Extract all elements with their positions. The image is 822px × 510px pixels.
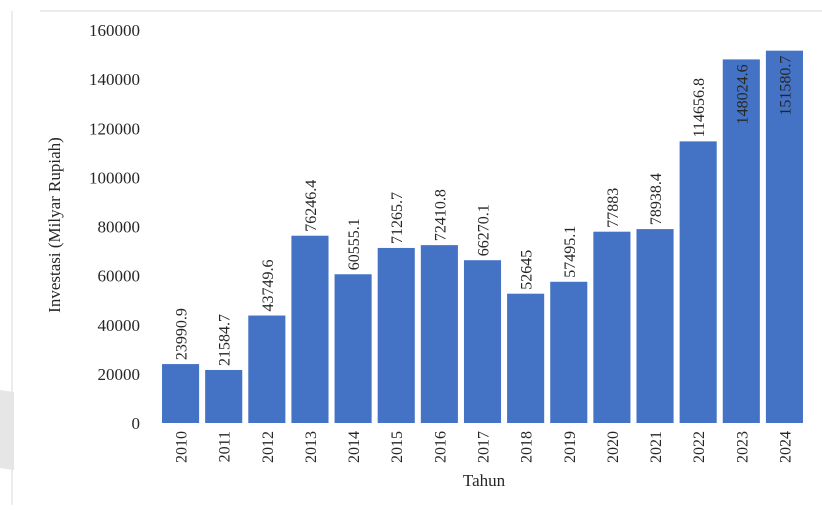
y-axis-title: Investasi (Milyar Rupiah) <box>45 137 64 313</box>
data-label-2020: 77883 <box>605 188 622 228</box>
x-tick-label-2024: 2024 <box>777 431 794 463</box>
data-label-2017: 66270.1 <box>476 204 493 256</box>
x-tick-label-2020: 2020 <box>605 431 622 463</box>
x-tick-label-2022: 2022 <box>691 431 708 463</box>
bar-2018 <box>507 293 545 423</box>
x-tick-label-2023: 2023 <box>734 431 751 463</box>
data-labels-group: 23990.9 21584.7 43749.6 76246.4 60555.1 71265… <box>174 56 795 366</box>
y-tick-label: 0 <box>132 414 141 433</box>
data-label-2016: 72410.8 <box>432 189 449 241</box>
x-tick-label-2014: 2014 <box>346 431 363 463</box>
bar-2013 <box>291 235 329 423</box>
bar-2012 <box>248 315 286 423</box>
y-tick-label: 140000 <box>89 70 140 89</box>
y-tick-label: 120000 <box>89 119 140 138</box>
bar-2017 <box>463 260 502 423</box>
y-tick-label: 20000 <box>98 365 141 384</box>
y-tick-label: 40000 <box>98 316 141 335</box>
data-label-2018: 52645 <box>519 250 536 290</box>
bar-2023 <box>722 59 760 423</box>
data-label-2014: 60555.1 <box>346 218 363 270</box>
x-axis-title: Tahun <box>463 471 506 490</box>
x-tick-label-2015: 2015 <box>389 431 406 463</box>
x-tick-label-2018: 2018 <box>519 431 536 463</box>
bar-2019 <box>550 281 588 423</box>
x-tick-label-2019: 2019 <box>562 431 579 463</box>
bar-2022 <box>679 141 717 423</box>
data-label-2013: 76246.4 <box>303 180 320 232</box>
bars-group <box>162 50 803 424</box>
x-tick-label-2010: 2010 <box>174 431 191 463</box>
x-axis-ticks: 2010 2011 2012 2013 2014 2015 2016 2017 2018 2019… <box>174 431 795 463</box>
data-label-2015: 71265.7 <box>389 192 406 244</box>
bar-2010 <box>162 364 200 423</box>
x-tick-label-2013: 2013 <box>303 431 320 463</box>
bar-2016 <box>420 245 458 423</box>
bar-2015 <box>377 247 415 423</box>
bar-2011 <box>205 369 243 423</box>
data-label-2011: 21584.7 <box>217 314 234 366</box>
bar-2021 <box>636 229 674 423</box>
data-label-2019: 57495.1 <box>562 226 579 278</box>
data-label-2012: 43749.6 <box>260 260 277 312</box>
y-axis-ticks: 0 20000 40000 60000 80000 100000 120000 140000 1… <box>89 21 140 433</box>
data-label-2021: 78938.4 <box>648 173 665 225</box>
data-label-2022: 114656.8 <box>691 78 708 137</box>
x-tick-label-2016: 2016 <box>432 431 449 463</box>
y-tick-label: 100000 <box>89 168 140 187</box>
data-label-2010: 23990.9 <box>174 308 191 360</box>
y-tick-label: 60000 <box>98 267 141 286</box>
bar-2024 <box>765 50 803 424</box>
bar-2020 <box>593 231 631 423</box>
bar-2014 <box>334 274 372 423</box>
x-tick-label-2021: 2021 <box>648 431 665 463</box>
data-label-2024: 151580.7 <box>777 56 794 116</box>
x-tick-label-2012: 2012 <box>260 431 277 463</box>
data-label-2023: 148024.6 <box>734 64 751 124</box>
x-tick-label-2017: 2017 <box>476 431 493 463</box>
y-tick-label: 80000 <box>98 218 141 237</box>
x-tick-label-2011: 2011 <box>217 431 234 462</box>
watermark-shape <box>0 390 14 470</box>
y-tick-label: 160000 <box>89 21 140 40</box>
